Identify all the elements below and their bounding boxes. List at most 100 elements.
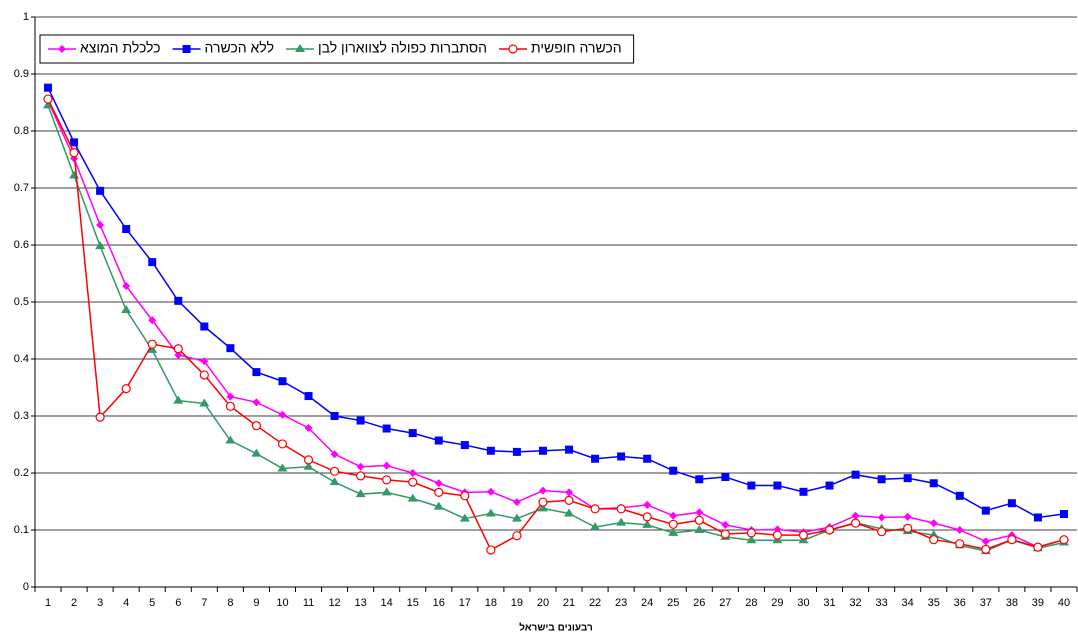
marker (69, 170, 80, 179)
marker (981, 544, 991, 554)
series-line (47, 100, 1065, 548)
x-tick-label: 9 (253, 597, 259, 609)
marker (356, 416, 365, 425)
x-tick-label: 40 (1058, 597, 1070, 609)
marker (173, 344, 183, 354)
marker (174, 296, 183, 305)
x-tick-label: 7 (201, 597, 207, 609)
marker (590, 504, 600, 514)
marker (668, 519, 678, 529)
marker (278, 377, 287, 386)
marker (199, 398, 210, 407)
marker (565, 488, 574, 497)
marker (382, 475, 392, 485)
marker (58, 45, 66, 53)
marker (277, 439, 288, 449)
x-tick-label: 12 (328, 597, 340, 609)
marker (643, 500, 652, 509)
x-tick-label: 13 (355, 597, 367, 609)
series-line (47, 98, 1065, 551)
marker (929, 519, 938, 528)
marker (903, 523, 913, 533)
marker (929, 535, 939, 545)
x-tick-label: 4 (123, 597, 129, 609)
marker (330, 450, 339, 459)
marker (147, 344, 158, 353)
marker (95, 241, 106, 250)
marker (408, 469, 417, 477)
marker (148, 316, 157, 325)
marker (851, 511, 860, 520)
x-tick-label: 26 (693, 597, 705, 609)
marker (772, 530, 783, 540)
marker (903, 512, 912, 521)
marker (486, 487, 495, 496)
marker (277, 463, 288, 472)
marker (303, 455, 314, 465)
marker (252, 368, 261, 377)
marker (1059, 510, 1068, 519)
legend-text: כלכלת המוצא (80, 40, 161, 56)
marker (825, 481, 834, 490)
marker (642, 519, 653, 528)
marker (694, 515, 704, 525)
x-tick-label: 14 (381, 597, 393, 609)
marker (485, 508, 496, 517)
marker (981, 537, 990, 546)
marker (148, 258, 157, 267)
x-tick-label: 10 (276, 597, 288, 609)
legend-text: הכשרה חופשית (531, 40, 622, 56)
marker (147, 339, 157, 349)
x-tick-label: 3 (97, 597, 103, 609)
marker (44, 83, 53, 92)
marker (200, 357, 209, 366)
marker (1033, 542, 1043, 552)
marker (824, 525, 835, 535)
marker (252, 398, 261, 407)
marker (304, 423, 313, 432)
marker (304, 392, 313, 401)
marker (121, 384, 131, 394)
x-tick-label: 37 (980, 597, 992, 609)
marker (903, 474, 912, 483)
marker (694, 525, 705, 533)
marker (695, 475, 704, 484)
marker (434, 436, 443, 445)
x-tick-label: 16 (433, 597, 445, 609)
marker (70, 138, 79, 147)
marker (877, 475, 886, 484)
x-tick-label: 6 (175, 597, 181, 609)
marker (564, 495, 574, 505)
marker (850, 518, 861, 528)
marker (721, 520, 730, 529)
marker (538, 497, 548, 507)
marker (955, 491, 964, 500)
marker (538, 486, 547, 495)
x-tick-label: 23 (615, 597, 627, 609)
marker (96, 221, 105, 230)
y-tick-label: 0.7 (14, 182, 29, 194)
legend-text: ללא הכשרה (205, 40, 274, 56)
marker (955, 539, 965, 549)
marker (486, 446, 495, 455)
marker (798, 530, 809, 540)
marker (877, 513, 886, 522)
x-tick-label: 32 (849, 597, 861, 609)
marker (1059, 535, 1069, 545)
x-tick-label: 33 (876, 597, 888, 609)
marker (565, 445, 574, 454)
marker (695, 508, 704, 517)
y-tick-label: 0.3 (14, 410, 29, 422)
marker (512, 447, 521, 456)
marker (226, 344, 235, 353)
marker (43, 94, 53, 104)
x-tick-label: 38 (1006, 597, 1018, 609)
y-tick-label: 0.8 (14, 125, 29, 137)
marker (981, 506, 990, 515)
y-tick-label: 0.9 (14, 68, 29, 80)
marker (381, 487, 392, 496)
marker (851, 470, 860, 479)
x-tick-label: 25 (667, 597, 679, 609)
marker (433, 501, 444, 510)
series-line (47, 87, 1065, 519)
